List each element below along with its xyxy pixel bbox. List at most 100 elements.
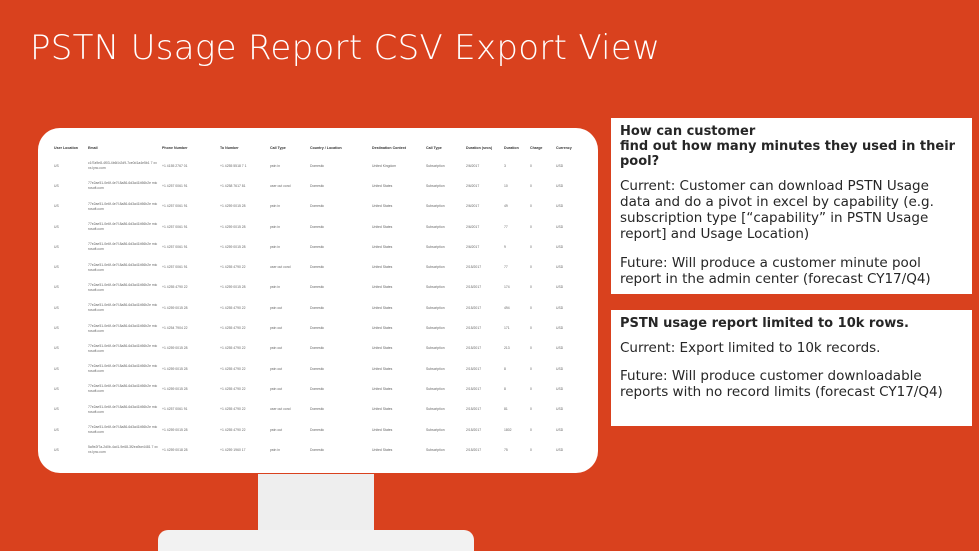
table-cell: US <box>54 447 59 452</box>
table-cell: +1 4259 0015 28 <box>162 305 188 310</box>
table-cell: pstn out <box>270 305 283 310</box>
table-cell: 2/15/2017 <box>466 265 482 270</box>
table-cell: c1f7a9e8-4f03-4b6f-b2d9-7ce0d1a4e5b1 7 x… <box>88 161 157 171</box>
table-cell: +1 4259 0018 28 <box>162 447 188 452</box>
table-cell: +1 4257 0061 91 <box>162 407 188 412</box>
table-cell: Subscription <box>426 163 445 168</box>
table-cell: 77e2ae51-0e6f-4e7f-8a86-6d3a41b56b2e mic… <box>88 242 158 252</box>
table-cell: USD <box>556 427 564 432</box>
monitor-screen <box>38 128 598 473</box>
table-row: US 77e2ae51-0e6f-4e7f-8a86-6d3a41b56b2e m… <box>52 339 587 359</box>
table-cell: 2/15/2017 <box>466 285 482 290</box>
table-cell: United States <box>372 224 393 229</box>
table-cell: +1 4255 4790 22 <box>220 326 246 331</box>
table-row: US c1f7a9e8-4f03-4b6f-b2d9-7ce0d1a4e5b1 7… <box>52 156 587 176</box>
table-cell: Subscription <box>426 427 445 432</box>
table-cell: 77e2ae51-0e6f-4e7f-8a86-6d3a41b56b2e mic… <box>88 303 158 313</box>
table-cell: +1 4259 0015 28 <box>220 244 246 249</box>
table-cell: United States <box>372 285 393 290</box>
table-cell: USD <box>556 447 564 452</box>
table-cell: 77e2ae51-0e6f-4e7f-8a86-6d3a41b56b2e mic… <box>88 262 158 272</box>
table-cell: Domestic <box>310 224 325 229</box>
table-cell: pstn out <box>270 326 283 331</box>
table-cell: pstn in <box>270 285 280 290</box>
table-cell: United States <box>372 407 393 412</box>
table-cell: 2/6/2017 <box>466 204 480 209</box>
table-cell: US <box>54 407 59 412</box>
table-cell: 1802 <box>504 427 512 432</box>
future-state-text: Future: Will produce customer downloadab… <box>620 368 943 400</box>
table-cell: +1 4255 4790 22 <box>220 366 246 371</box>
table-cell: 77e2ae51-0e6f-4e7f-8a86-6d3a41b56b2e mic… <box>88 364 158 374</box>
table-cell: United States <box>372 447 393 452</box>
table-cell: USD <box>556 407 564 412</box>
table-cell: 0 <box>530 386 532 391</box>
table-row: US 77e2ae51-0e6f-4e7f-8a86-6d3a41b56b2e m… <box>52 298 587 318</box>
table-cell: US <box>54 386 59 391</box>
table-cell: 2/15/2017 <box>466 366 482 371</box>
table-cell: pstn out <box>270 386 283 391</box>
monitor-stand-neck <box>258 474 374 530</box>
table-cell: pstn in <box>270 224 280 229</box>
table-cell: +1 4258 7617 81 <box>220 183 246 188</box>
table-row: US 77e2ae51-0e6f-4e7f-8a86-6d3a41b56b2e m… <box>52 237 587 257</box>
table-cell: 77e2ae51-0e6f-4e7f-8a86-6d3a41b56b2e mic… <box>88 384 158 394</box>
column-header: Currency <box>556 146 572 150</box>
minutes-info-panel: How can customer find out how many minut… <box>611 118 972 294</box>
column-header: Charge <box>530 146 543 150</box>
table-cell: pstn out <box>270 346 283 351</box>
table-cell: pstn in <box>270 447 280 452</box>
table-cell: +1 4257 0061 91 <box>162 265 188 270</box>
table-cell: +1 4259 1960 17 <box>220 447 246 452</box>
table-cell: 0 <box>530 305 532 310</box>
table-cell: +1 4255 4790 22 <box>220 265 246 270</box>
table-cell: 0 <box>530 183 532 188</box>
table-cell: +1 4259 0015 28 <box>220 224 246 229</box>
table-cell: USD <box>556 224 564 229</box>
slide-title: PSTN Usage Report CSV Export View <box>30 28 661 68</box>
table-cell: USD <box>556 386 564 391</box>
table-cell: US <box>54 346 59 351</box>
table-cell: US <box>54 163 59 168</box>
table-cell: US <box>54 224 59 229</box>
table-cell: +1 4255 4790 22 <box>220 305 246 310</box>
column-header: Email <box>88 146 98 150</box>
table-row: US 77e2ae51-0e6f-4e7f-8a86-6d3a41b56b2e m… <box>52 176 587 196</box>
table-cell: USD <box>556 326 564 331</box>
table-cell: +1 4257 0061 91 <box>162 183 188 188</box>
table-cell: United Kingdom <box>372 163 397 168</box>
table-cell: 2/15/2017 <box>466 407 482 412</box>
table-cell: Subscription <box>426 244 445 249</box>
table-cell: US <box>54 183 59 188</box>
table-row: US 77e2ae51-0e6f-4e7f-8a86-6d3a41b56b2e m… <box>52 257 587 277</box>
table-cell: 77e2ae51-0e6f-4e7f-8a86-6d3a41b56b2e mic… <box>88 404 158 414</box>
table-cell: Subscription <box>426 366 445 371</box>
table-cell: USD <box>556 265 564 270</box>
table-cell: US <box>54 326 59 331</box>
table-cell: 2/15/2017 <box>466 447 482 452</box>
table-cell: 174 <box>504 285 510 290</box>
table-cell: Subscription <box>426 204 445 209</box>
table-cell: Domestic <box>310 386 325 391</box>
row-limit-info-panel: PSTN usage report limited to 10k rows. C… <box>611 310 972 426</box>
table-cell: +1 4255 5518 7 1 <box>220 163 247 168</box>
table-cell: Subscription <box>426 224 445 229</box>
table-cell: 77 <box>504 265 508 270</box>
table-cell: Domestic <box>310 427 325 432</box>
table-cell: 77 <box>504 224 508 229</box>
table-cell: 81 <box>504 407 508 412</box>
table-cell: 2/6/2017 <box>466 244 480 249</box>
table-cell: United States <box>372 305 393 310</box>
table-cell: 2/15/2017 <box>466 346 482 351</box>
table-cell: Subscription <box>426 346 445 351</box>
table-cell: USD <box>556 163 564 168</box>
table-cell: 0 <box>530 285 532 290</box>
table-cell: 2/6/2017 <box>466 183 480 188</box>
column-header: Call Type <box>270 146 286 150</box>
table-cell: 9 <box>504 244 506 249</box>
current-state-text: Current: Export limited to 10k records. <box>620 340 881 356</box>
table-cell: Domestic <box>310 244 325 249</box>
table-cell: Subscription <box>426 183 445 188</box>
table-row: US 77e2ae51-0e6f-4e7f-8a86-6d3a41b56b2e m… <box>52 278 587 298</box>
table-cell: 8 <box>504 386 506 391</box>
